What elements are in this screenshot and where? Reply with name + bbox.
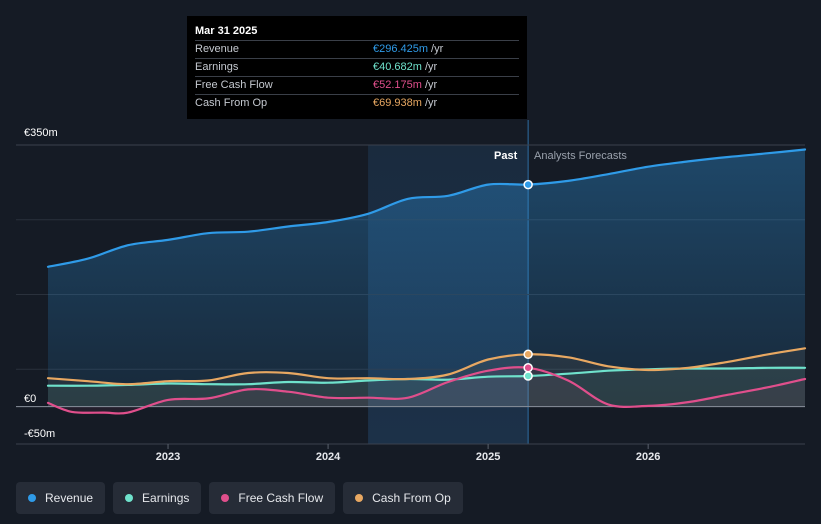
earnings-point — [523, 371, 533, 381]
tooltip-date: Mar 31 2025 — [195, 25, 258, 37]
chart-area — [16, 120, 807, 449]
legend-label: Revenue — [45, 491, 94, 505]
legend-item-free-cash-flow[interactable]: Free Cash Flow — [209, 482, 336, 514]
earnings-area — [48, 367, 805, 407]
tooltip-label: Revenue — [195, 43, 240, 55]
earnings-dot-icon — [125, 494, 134, 502]
tooltip-value: €40.682m — [373, 61, 422, 73]
legend-item-cash-from-op[interactable]: Cash From Op — [343, 482, 463, 514]
cash-from-op-dot-icon — [355, 494, 364, 502]
x-tick-label: 2024 — [315, 451, 341, 463]
cash-from-op-line — [46, 347, 807, 386]
x-tick-label: 2025 — [475, 451, 501, 463]
legend-label: Free Cash Flow — [238, 491, 324, 505]
tooltip-row-earnings: Earnings €40.682m /yr — [195, 58, 519, 76]
past-label: Past — [494, 150, 518, 162]
tooltip-row-revenue: Revenue €296.425m /yr — [195, 40, 519, 58]
legend-label: Cash From Op — [372, 491, 451, 505]
tooltip-value: €69.938m — [373, 97, 422, 109]
tooltip-value: €52.175m — [373, 79, 422, 91]
revenue-point — [523, 179, 533, 190]
tooltip-row-cash-from-op: Cash From Op €69.938m /yr — [195, 94, 519, 112]
tooltip: Mar 31 2025 Revenue €296.425m /yr Earnin… — [187, 16, 527, 119]
x-tick-label: 2026 — [635, 451, 661, 463]
tooltip-value: €296.425m — [373, 43, 429, 55]
tooltip-unit: /yr — [424, 79, 438, 91]
forecast-label: Analysts Forecasts — [534, 150, 627, 162]
y-tick-label: €350m — [24, 127, 58, 139]
free-cash-flow-dot-icon — [221, 494, 230, 502]
tooltip-unit: /yr — [431, 43, 444, 55]
x-tick-label: 2023 — [155, 451, 181, 463]
tooltip-row-free-cash-flow: Free Cash Flow €52.175m /yr — [195, 76, 519, 94]
tooltip-label: Cash From Op — [195, 97, 268, 109]
cash-from-op-point — [523, 349, 533, 360]
tooltip-unit: /yr — [424, 61, 438, 73]
y-tick-label: €0 — [24, 392, 37, 405]
tooltip-unit: /yr — [424, 97, 438, 109]
revenue-area — [48, 149, 805, 407]
legend-label: Earnings — [142, 491, 190, 505]
tooltip-label: Free Cash Flow — [195, 79, 273, 91]
free-cash-flow-area — [48, 367, 805, 414]
legend-item-earnings[interactable]: Earnings — [113, 482, 202, 514]
tooltip-label: Earnings — [195, 61, 239, 73]
legend: Revenue Earnings Free Cash Flow Cash Fro… — [16, 482, 463, 514]
y-tick-label: -€50m — [24, 428, 56, 440]
free-cash-flow-line — [46, 366, 807, 415]
legend-item-revenue[interactable]: Revenue — [16, 482, 106, 514]
revenue-line — [46, 148, 807, 268]
revenue-dot-icon — [28, 494, 36, 502]
free-cash-flow-point — [523, 363, 533, 373]
